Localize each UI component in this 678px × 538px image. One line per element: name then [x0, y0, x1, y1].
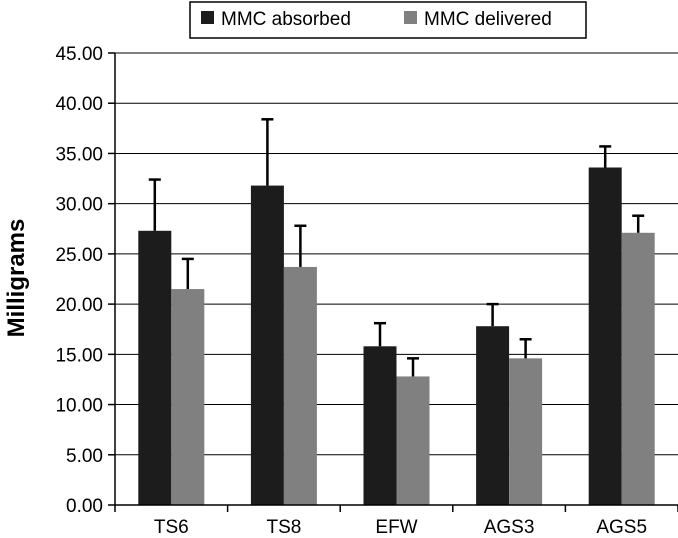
bar-absorbed-ags3: [476, 326, 510, 505]
x-tick-label: TS6: [154, 517, 189, 538]
legend-label-delivered: MMC delivered: [424, 9, 552, 30]
legend-label-absorbed: MMC absorbed: [221, 9, 351, 30]
x-tick-label: EFW: [375, 517, 417, 538]
bar-absorbed-ts8: [250, 185, 284, 505]
y-tick-label: 35.00: [55, 144, 103, 165]
bars: [138, 167, 655, 506]
y-tick-label: 20.00: [55, 295, 103, 316]
x-tick-labels: TS6 TS8 EFW AGS3 AGS5: [154, 517, 647, 538]
y-tick-label: 25.00: [55, 245, 103, 266]
y-tick-label: 45.00: [55, 44, 103, 65]
bar-delivered-ags3: [509, 358, 543, 505]
bar-delivered-ts8: [283, 266, 317, 505]
bar-delivered-efw: [396, 376, 430, 505]
legend-box: [189, 1, 587, 39]
bar-absorbed-efw: [363, 346, 397, 505]
x-tick-label: AGS3: [484, 517, 535, 538]
bar-delivered-ags5: [621, 232, 655, 505]
y-tick-label: 40.00: [55, 94, 103, 115]
y-tick-label: 10.00: [55, 396, 103, 417]
axes: [114, 53, 678, 512]
y-tick-label: 0.00: [66, 496, 103, 517]
bar-absorbed-ts6: [138, 230, 172, 505]
bar-absorbed-ags5: [588, 167, 622, 506]
y-tick-labels: 0.00 5.00 10.00 15.00 20.00 25.00 30.00 35.00 40…: [55, 44, 103, 517]
y-tick-label: 5.00: [66, 446, 103, 467]
x-tick-label: TS8: [266, 517, 301, 538]
legend-swatch-delivered: [404, 11, 417, 24]
bar-delivered-ts6: [171, 289, 205, 505]
y-tick-label: 30.00: [55, 195, 103, 216]
legend: MMC absorbed MMC delivered: [189, 1, 587, 39]
legend-swatch-absorbed: [201, 11, 214, 24]
y-axis-label: Milligrams: [3, 219, 30, 338]
y-tick-label: 15.00: [55, 345, 103, 366]
x-tick-label: AGS5: [596, 517, 647, 538]
error-bars: [148, 118, 645, 377]
